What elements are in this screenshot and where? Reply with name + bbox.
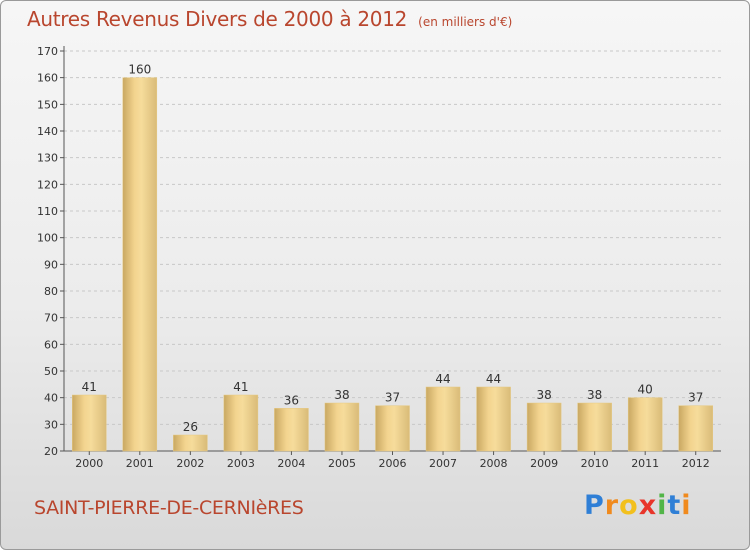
y-tick-label: 170 (37, 45, 58, 58)
x-tick-label: 2000 (75, 457, 103, 470)
value-label: 44 (435, 372, 450, 386)
chart-title: Autres Revenus Divers de 2000 à 2012 (27, 7, 408, 31)
y-tick-label: 60 (44, 338, 58, 351)
logo-letter: i (681, 490, 692, 521)
value-label: 36 (284, 393, 299, 407)
proxiti-logo[interactable]: Proxiti (584, 490, 692, 521)
y-tick-label: 20 (44, 445, 58, 458)
logo-letter: t (667, 490, 682, 521)
value-label: 41 (233, 380, 248, 394)
x-tick-label: 2011 (631, 457, 659, 470)
value-label: 38 (536, 388, 551, 402)
labels: 20 30 40 50 60 70 80 90 100 110 120 130 140 150 160 170… (37, 45, 710, 470)
x-tick-label: 2001 (126, 457, 154, 470)
y-tick-label: 140 (37, 125, 58, 138)
bar (173, 434, 208, 452)
value-label: 37 (688, 391, 703, 405)
x-tick-label: 2004 (277, 457, 305, 470)
bar (274, 408, 309, 452)
x-tick-label: 2003 (227, 457, 255, 470)
y-tick-label: 100 (37, 232, 58, 245)
y-tick-label: 70 (44, 312, 58, 325)
value-label: 41 (82, 380, 97, 394)
value-label: 38 (587, 388, 602, 402)
title-row: Autres Revenus Divers de 2000 à 2012 (en… (27, 7, 512, 31)
x-tick-label: 2010 (581, 457, 609, 470)
bar (223, 394, 259, 452)
x-tick-label: 2008 (480, 457, 508, 470)
bar (72, 394, 107, 452)
chart-subtitle: (en milliers d'€) (418, 15, 513, 29)
logo-letter: o (619, 490, 639, 521)
bar (526, 402, 562, 452)
y-tick-label: 80 (44, 285, 58, 298)
value-label: 40 (638, 383, 653, 397)
bar (678, 405, 713, 452)
x-tick-label: 2002 (176, 457, 204, 470)
y-tick-label: 50 (44, 365, 58, 378)
bar (476, 386, 511, 452)
y-tick-label: 30 (44, 418, 58, 431)
y-tick-label: 150 (37, 98, 58, 111)
bar (577, 402, 612, 452)
x-tick-label: 2006 (379, 457, 407, 470)
value-label: 26 (183, 420, 198, 434)
y-tick-label: 130 (37, 152, 58, 165)
y-tick-label: 120 (37, 178, 58, 191)
bar (324, 402, 360, 452)
y-tick-label: 90 (44, 258, 58, 271)
value-label: 37 (385, 391, 400, 405)
bar (425, 386, 461, 452)
logo-letter: P (584, 490, 605, 521)
y-tick-label: 110 (37, 205, 58, 218)
commune-name: SAINT-PIERRE-DE-CERNIèRES (34, 497, 304, 519)
logo-letter: r (604, 490, 620, 521)
bars (72, 77, 713, 452)
logo-letter: x (638, 490, 658, 521)
x-tick-label: 2009 (530, 457, 558, 470)
logo-letter: i (657, 490, 668, 521)
value-label: 160 (128, 63, 151, 77)
gridlines (64, 50, 721, 425)
y-tick-label: 160 (37, 72, 58, 85)
y-tick-label: 40 (44, 392, 58, 405)
x-tick-label: 2007 (429, 457, 457, 470)
bar (375, 405, 410, 452)
x-tick-label: 2005 (328, 457, 356, 470)
value-label: 38 (334, 388, 349, 402)
value-label: 44 (486, 372, 501, 386)
bar (627, 397, 663, 452)
x-tick-label: 2012 (682, 457, 710, 470)
bar (122, 77, 158, 452)
